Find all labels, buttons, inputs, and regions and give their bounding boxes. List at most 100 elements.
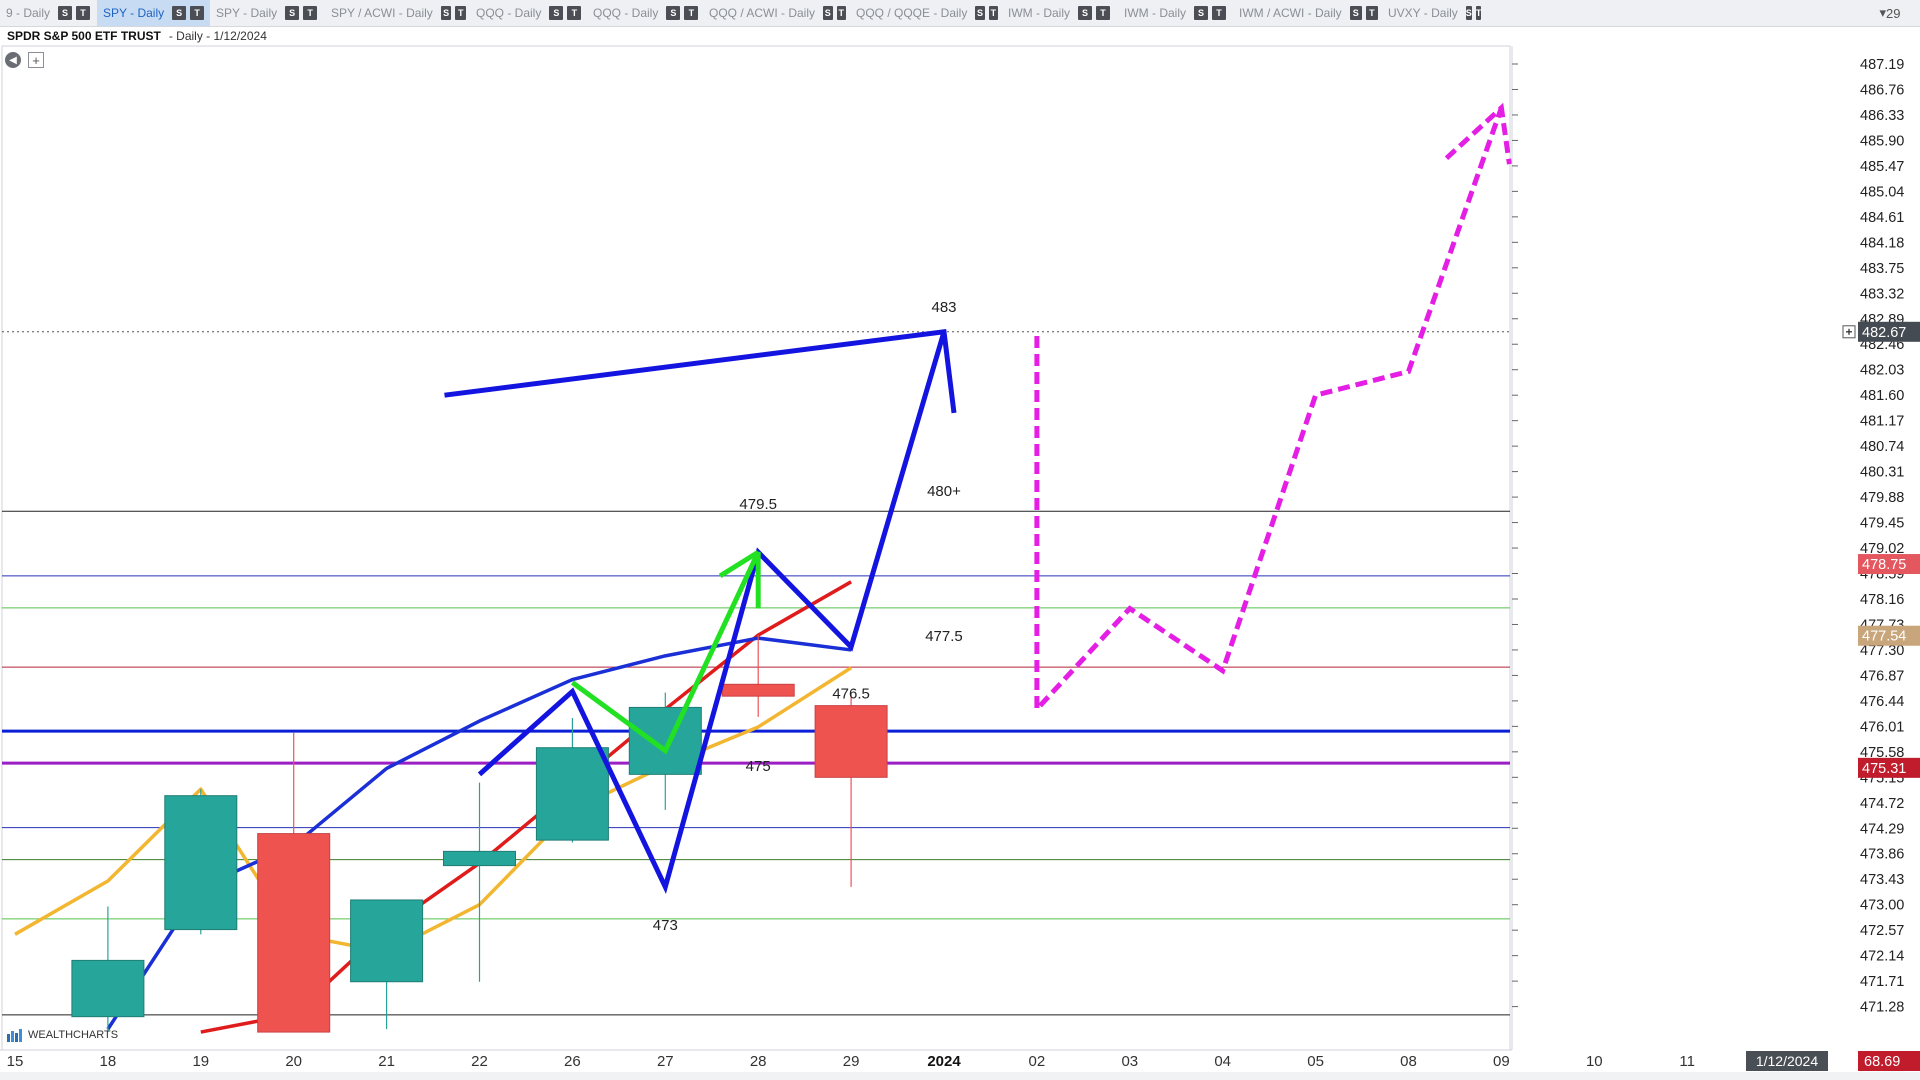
tab-badge[interactable]: T [567, 6, 582, 20]
tab-label: UVXY - Daily [1388, 6, 1458, 20]
price-badge-label: 478.75 [1862, 557, 1906, 573]
x-tick-label: 05 [1307, 1053, 1324, 1070]
y-tick-label: 485.47 [1860, 159, 1904, 175]
drawing-6[interactable] [1444, 102, 1512, 165]
candle-body[interactable] [257, 833, 331, 1033]
tab-badge[interactable]: S [285, 6, 300, 20]
y-tick-label: 471.71 [1860, 974, 1904, 990]
tab-label: SPY - Daily [216, 6, 278, 20]
tab-badge[interactable]: T [684, 6, 699, 20]
navigate-icon[interactable]: ◀ [5, 52, 21, 68]
tab-label: IWM - Daily [1124, 6, 1186, 20]
price-annotation: 476.5 [832, 686, 870, 703]
tab-badge[interactable]: S [823, 6, 833, 20]
tab-badge[interactable]: S [1078, 6, 1092, 20]
candle-body[interactable] [350, 899, 424, 983]
tab-badge[interactable]: T [1212, 6, 1226, 20]
tab-badge[interactable]: T [1365, 6, 1378, 20]
y-tick-label: 475.58 [1860, 745, 1904, 761]
tab-label: QQQ - Daily [593, 6, 659, 20]
add-indicator-button[interactable]: + [28, 52, 44, 68]
x-tick-label: 27 [657, 1053, 674, 1070]
y-tick-label: 473.86 [1860, 847, 1904, 863]
tab-badge[interactable]: S [1465, 6, 1472, 20]
candle-body[interactable] [721, 683, 795, 697]
candle-body[interactable] [164, 795, 238, 931]
tab-badge[interactable]: T [836, 6, 846, 20]
x-tick-label: 03 [1121, 1053, 1138, 1070]
tab-badge[interactable]: T [1475, 6, 1482, 20]
tab-4[interactable]: SPY / ACWI - Daily S T [325, 0, 470, 26]
tab-badge[interactable]: S [1349, 6, 1362, 20]
tab-badge[interactable]: T [455, 6, 466, 20]
drawing-2[interactable] [444, 328, 957, 414]
y-tick-label: 474.29 [1860, 821, 1904, 837]
x-tick-label: 26 [564, 1053, 581, 1070]
tab-1[interactable]: 9 - Daily S T [0, 0, 97, 26]
tab-9[interactable]: IWM - Daily S T [1002, 0, 1118, 26]
tab-overflow-count: 29 [1886, 5, 1901, 21]
wealthcharts-logo: WEALTHCHARTS [6, 1028, 118, 1042]
tab-badge[interactable]: S [666, 6, 681, 20]
tab-badge[interactable]: T [303, 6, 318, 20]
tab-10[interactable]: IWM - Daily S T [1118, 0, 1233, 26]
tab-badge[interactable]: S [975, 6, 985, 20]
y-tick-label: 479.88 [1860, 490, 1904, 506]
value-box [1858, 1051, 1920, 1071]
tab-8[interactable]: QQQ / QQQE - Daily S T [850, 0, 1002, 26]
tab-overflow-menu[interactable]: ▾ 29 [1860, 0, 1920, 26]
tab-badge[interactable]: T [190, 6, 205, 20]
price-annotation: 483 [931, 299, 956, 316]
tab-badge[interactable]: T [76, 6, 91, 20]
tab-badge[interactable]: S [440, 6, 452, 20]
y-tick-label: 479.02 [1860, 541, 1904, 557]
tab-label: SPY - Daily [103, 6, 165, 20]
drawing-1[interactable] [477, 331, 947, 895]
drawing-4[interactable] [718, 550, 760, 579]
x-tick-label: 22 [471, 1053, 488, 1070]
tab-7[interactable]: QQQ / ACWI - Daily S T [703, 0, 850, 26]
tab-badge[interactable]: T [1096, 6, 1110, 20]
tab-11[interactable]: IWM / ACWI - Daily S T [1233, 0, 1382, 26]
bottom-scrollbar[interactable] [0, 1072, 1920, 1080]
y-tick-label: 472.57 [1860, 923, 1904, 939]
price-badge[interactable] [1858, 554, 1920, 575]
tab-12[interactable]: UVXY - Daily S T [1382, 0, 1482, 26]
y-tick-label: 482.03 [1860, 363, 1904, 379]
drawing-3[interactable] [570, 551, 761, 755]
tab-badge[interactable]: S [172, 6, 187, 20]
tab-badge[interactable]: S [1194, 6, 1208, 20]
candle-body[interactable] [814, 705, 888, 778]
price-badge[interactable] [1858, 321, 1920, 342]
tab-badge[interactable]: T [988, 6, 998, 20]
tab-label: IWM - Daily [1008, 6, 1070, 20]
candle-body[interactable] [71, 959, 145, 1018]
tab-6[interactable]: QQQ - Daily S T [587, 0, 703, 26]
y-tick-label: 473.00 [1860, 898, 1904, 914]
tab-badge[interactable]: S [58, 6, 73, 20]
price-badge[interactable] [1858, 625, 1920, 646]
tab-2[interactable]: SPY - Daily S T [97, 0, 210, 26]
candle-body[interactable] [443, 850, 516, 867]
price-badge[interactable] [1858, 757, 1920, 778]
chart-header: SPDR S&P 500 ETF TRUST - Daily - 1/12/20… [0, 26, 1920, 46]
y-tick-label: 481.17 [1860, 414, 1904, 430]
tab-5[interactable]: QQQ - Daily S T [470, 0, 587, 26]
y-tick-label: 486.33 [1860, 108, 1904, 124]
tab-label: QQQ / QQQE - Daily [856, 6, 968, 20]
y-tick-label: 485.90 [1860, 133, 1904, 149]
price-annotation: 477.5 [925, 628, 963, 645]
y-tick-label: 471.28 [1860, 1000, 1904, 1016]
price-annotation: 475 [746, 758, 771, 775]
candle-body[interactable] [535, 747, 609, 841]
logo-text: WEALTHCHARTS [28, 1029, 119, 1041]
candle-body[interactable] [628, 706, 702, 775]
tab-bar: UVXY - Daily S T IWM / ACWI - Daily S T IWM - … [0, 0, 1920, 27]
x-tick-label: 21 [378, 1053, 395, 1070]
drawing-5[interactable] [1034, 107, 1504, 716]
tab-badge[interactable]: S [549, 6, 564, 20]
x-tick-label: 29 [843, 1053, 860, 1070]
tab-label: QQQ / ACWI - Daily [709, 6, 816, 20]
tab-3[interactable]: SPY - Daily S T [210, 0, 325, 26]
